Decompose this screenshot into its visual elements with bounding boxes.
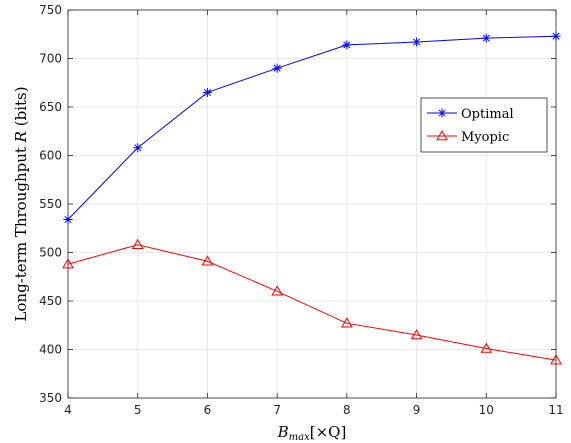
x-tick-label: 8 bbox=[343, 403, 351, 417]
legend-marker bbox=[436, 129, 448, 141]
legend: Optimal Myopic bbox=[420, 97, 548, 153]
data-point-optimal bbox=[272, 63, 282, 73]
data-point-optimal bbox=[133, 143, 143, 153]
legend-item-myopic: Myopic bbox=[427, 129, 509, 145]
series-line-optimal bbox=[67, 35, 557, 220]
legend-box bbox=[420, 97, 548, 153]
x-axis-label-suffix: [×Q] bbox=[310, 423, 347, 441]
x-axis-label-main: B bbox=[277, 423, 289, 441]
x-tick-label: 11 bbox=[548, 403, 563, 417]
data-point-optimal bbox=[551, 31, 561, 41]
data-point-optimal bbox=[63, 215, 73, 225]
series-layer bbox=[62, 31, 562, 365]
y-tick-label: 450 bbox=[39, 294, 62, 308]
y-axis-label: Long-term Throughput R (bits) bbox=[12, 86, 30, 321]
y-axis-label-variable: R bbox=[12, 131, 30, 143]
data-point-myopic bbox=[340, 317, 353, 328]
y-tick-label: 600 bbox=[39, 149, 62, 163]
data-point-myopic bbox=[201, 255, 214, 266]
x-axis-label: Bmax[×Q] bbox=[277, 423, 347, 443]
y-axis-label-prefix: Long-term Throughput bbox=[12, 142, 30, 321]
x-tick-label: 5 bbox=[134, 403, 142, 417]
axis-ticks: 4 5 6 7 8 9 10 11 350 400 450 500 550 600 650 700 750 bbox=[39, 3, 564, 417]
x-axis-label-subscript: max bbox=[289, 432, 310, 443]
series-optimal bbox=[63, 31, 561, 225]
legend-item-optimal: Optimal bbox=[427, 107, 514, 122]
x-tick-label: 10 bbox=[479, 403, 494, 417]
data-point-optimal bbox=[342, 40, 352, 50]
y-tick-label: 400 bbox=[39, 343, 62, 357]
y-axis-label-suffix: (bits) bbox=[12, 86, 30, 131]
y-tick-label: 750 bbox=[39, 3, 62, 17]
x-tick-label: 7 bbox=[273, 403, 281, 417]
data-point-optimal bbox=[202, 87, 212, 97]
data-point-optimal bbox=[412, 37, 422, 47]
data-point-myopic bbox=[550, 354, 562, 365]
legend-label: Myopic bbox=[461, 130, 509, 145]
data-point-myopic bbox=[410, 328, 423, 340]
y-tick-label: 700 bbox=[39, 52, 62, 66]
y-tick-label: 350 bbox=[39, 391, 62, 405]
grid bbox=[67, 9, 557, 399]
data-point-myopic bbox=[271, 285, 284, 296]
series-myopic bbox=[62, 238, 562, 365]
data-point-myopic bbox=[131, 238, 144, 249]
x-tick-label: 9 bbox=[413, 403, 421, 417]
data-point-myopic bbox=[62, 258, 74, 269]
y-tick-label: 500 bbox=[39, 246, 62, 260]
series-line-myopic bbox=[67, 244, 557, 361]
legend-marker bbox=[437, 108, 447, 118]
legend-items: Optimal Myopic bbox=[427, 107, 514, 145]
legend-label: Optimal bbox=[461, 107, 514, 122]
data-point-optimal bbox=[481, 33, 491, 43]
data-point-myopic bbox=[480, 342, 493, 353]
y-tick-label: 650 bbox=[39, 100, 62, 114]
y-tick-label: 550 bbox=[39, 197, 62, 211]
x-tick-label: 4 bbox=[64, 403, 72, 417]
x-tick-label: 6 bbox=[204, 403, 212, 417]
